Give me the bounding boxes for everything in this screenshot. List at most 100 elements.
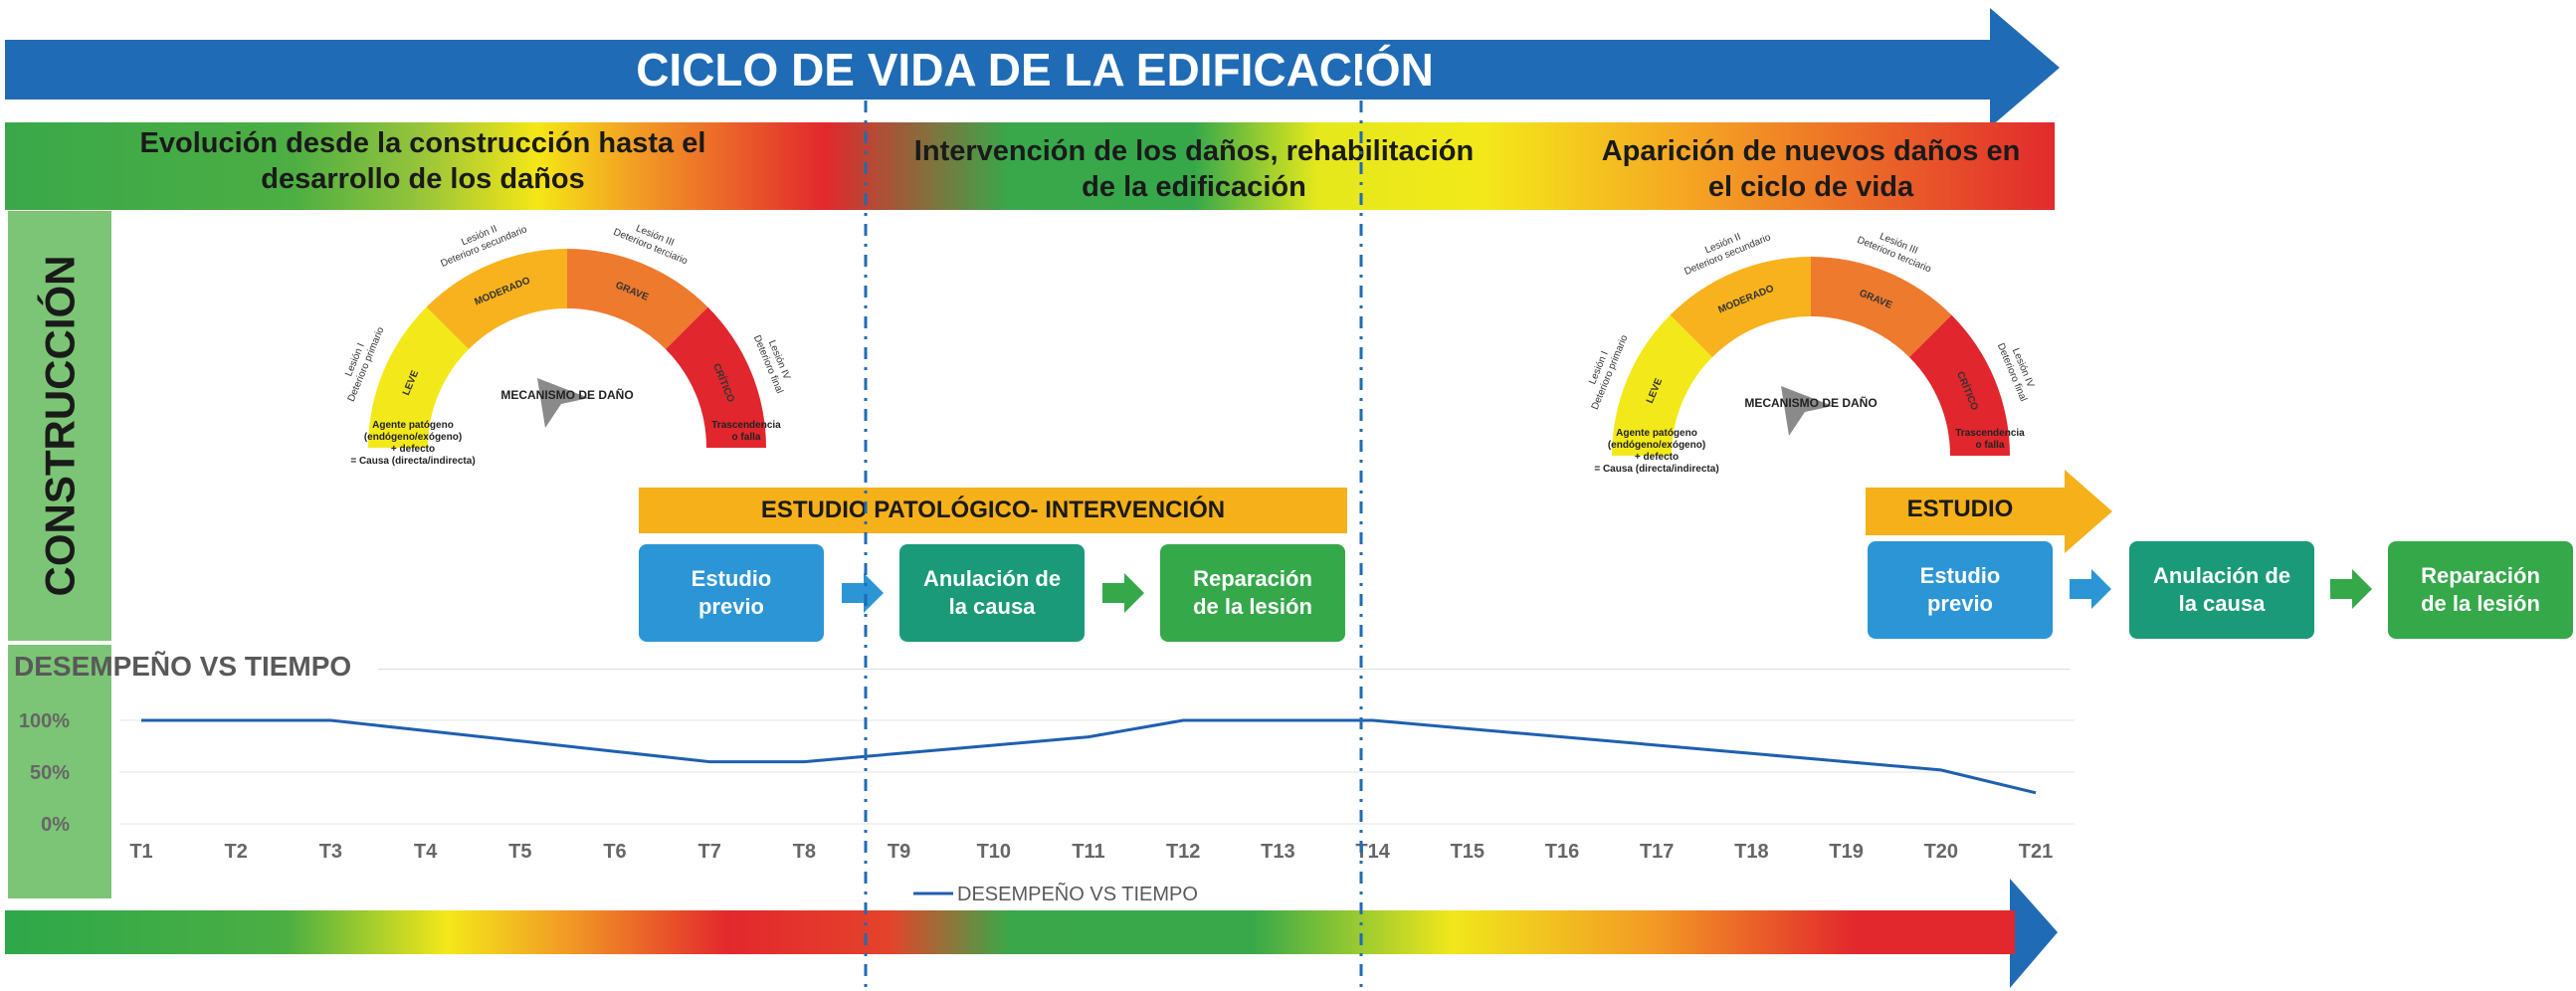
phase-label-2: Intervención de los daños, rehabilitació… — [856, 133, 1532, 205]
cause-line-3: + defecto — [390, 444, 436, 455]
x-tick-label: T14 — [1355, 841, 1390, 863]
top-arrow — [5, 8, 2060, 127]
step-line-1: Estudio — [691, 566, 772, 591]
x-tick-label: T16 — [1545, 841, 1579, 863]
page-title: CICLO DE VIDA DE LA EDIFICACIÓN — [636, 44, 1434, 96]
y-tick-label: 0% — [41, 814, 70, 836]
gauge-right-center-label: MECANISMO DE DAÑO — [1744, 396, 1878, 410]
cause-line-3: + defecto — [1634, 452, 1680, 463]
legend-label: DESEMPEÑO VS TIEMPO — [957, 882, 1198, 905]
cause-line-4: = Causa (directa/indirecta) — [1594, 464, 1719, 475]
failure-line-2: o falla — [1975, 440, 2005, 451]
gauge-left-cause-caption: Agente patógeno (endógeno/exógeno) + def… — [333, 420, 493, 468]
gauge-needle — [1781, 386, 1833, 436]
banner-estudio-text: ESTUDIO — [1906, 496, 2014, 522]
phase-2-line-2: de la edificación — [1082, 171, 1306, 203]
x-tick-label: T18 — [1734, 841, 1768, 863]
failure-line-2: o falla — [731, 432, 761, 443]
gauge-segment-2 — [426, 249, 567, 350]
gauge-left-center-label: MECANISMO DE DAÑO — [500, 388, 634, 402]
x-tick-label: T4 — [414, 841, 438, 863]
x-tick-label: T15 — [1451, 841, 1485, 863]
x-tick-label: T10 — [977, 841, 1011, 863]
x-tick-label: T1 — [129, 841, 152, 863]
x-tick-label: T8 — [793, 841, 816, 863]
step-anulacion-causa-1[interactable]: Anulación de la causa — [899, 544, 1085, 642]
gauge-segment-4 — [665, 306, 766, 448]
step-line-1: Anulación de — [922, 566, 1062, 591]
x-tick-label: T13 — [1261, 841, 1294, 863]
step-line-2: previo — [1926, 591, 1993, 616]
x-tick-label: T5 — [508, 841, 531, 863]
phase-3-line-2: el ciclo de vida — [1707, 171, 1914, 203]
x-tick-label: T7 — [698, 841, 721, 863]
gauge-segment-2 — [1670, 257, 1811, 358]
bottom-arrow — [5, 879, 2058, 988]
gauge-left-failure-caption: Trascendencia o falla — [696, 420, 796, 444]
phase-1-line-1: Evolución desde la construcción hasta el — [139, 127, 706, 159]
chart-title: DESEMPEÑO VS TIEMPO — [14, 651, 352, 682]
failure-line-1: Trascendencia — [1955, 428, 2025, 439]
step-line-2: previo — [697, 594, 764, 619]
cause-line-4: = Causa (directa/indirecta) — [350, 456, 476, 467]
gauge-segment-3 — [1811, 257, 1952, 358]
x-tick-label: T12 — [1166, 841, 1200, 863]
side-bar-bottom — [8, 645, 111, 898]
failure-line-1: Trascendencia — [711, 420, 781, 431]
chart-title-rule — [378, 669, 2070, 670]
step-line-2: la causa — [2178, 591, 2266, 616]
x-tick-label: T21 — [2019, 841, 2053, 863]
x-tick-label: T6 — [603, 841, 626, 863]
x-tick-label: T11 — [1072, 841, 1104, 863]
gauge-segment-1 — [368, 306, 470, 448]
step-line-2: de la lesión — [1193, 594, 1312, 619]
gauge-right-failure-caption: Trascendencia o falla — [1940, 428, 2040, 452]
gauge-segment-4 — [1908, 314, 2010, 456]
cause-line-1: Agente patógeno — [372, 420, 454, 431]
x-tick-label: T20 — [1924, 841, 1958, 863]
step-line-2: de la lesión — [2421, 591, 2540, 616]
cause-line-2: (endógeno/exógeno) — [363, 432, 463, 443]
phase-3-line-1: Aparición de nuevos daños en — [1601, 135, 2021, 167]
step-estudio-previo-1[interactable]: Estudio previo — [639, 544, 824, 642]
phase-bar — [5, 122, 2055, 210]
cause-line-2: (endógeno/exógeno) — [1607, 440, 1706, 451]
step-reparacion-lesion-1[interactable]: Reparación de la lesión — [1160, 544, 1345, 642]
y-tick-label: 100% — [19, 710, 70, 732]
side-bar-top — [8, 211, 111, 641]
y-tick-label: 50% — [30, 762, 70, 784]
banner-estudio-arrow — [1866, 470, 2112, 553]
x-tick-label: T9 — [888, 841, 910, 863]
banner-estudio-patologico: ESTUDIO PATOLÓGICO- INTERVENCIÓN — [639, 488, 1347, 533]
x-tick-label: T17 — [1640, 841, 1674, 863]
arrow-right-icon — [842, 573, 884, 613]
arrow-right-icon — [2330, 569, 2372, 609]
phase-2-line-1: Intervención de los daños, rehabilitació… — [913, 135, 1475, 167]
step-line-1: Anulación de — [2152, 563, 2291, 588]
x-tick-label: T3 — [319, 841, 342, 863]
gauge-segment-3 — [567, 249, 708, 350]
step-line-1: Reparación — [2421, 563, 2540, 588]
arrow-right-icon — [2070, 569, 2111, 609]
x-tick-label: T2 — [225, 841, 248, 863]
gauge-right-cause-caption: Agente patógeno (endógeno/exógeno) + def… — [1577, 428, 1736, 476]
step-reparacion-lesion-2[interactable]: Reparación de la lesión — [2388, 541, 2573, 639]
x-tick-label: T19 — [1829, 841, 1863, 863]
step-line-2: la causa — [948, 594, 1036, 619]
step-estudio-previo-2[interactable]: Estudio previo — [1868, 541, 2053, 639]
phase-label-3: Aparición de nuevos daños en el ciclo de… — [1552, 133, 2070, 205]
banner-estudio-patologico-text: ESTUDIO PATOLÓGICO- INTERVENCIÓN — [760, 496, 1226, 523]
performance-chart: 100% 50% 0% T1 T2 T3 T4 T5 T6 T7 T8 T9 T10 T11 T12 T13 T… — [19, 710, 2075, 905]
phase-1-line-2: desarrollo de los daños — [261, 163, 585, 195]
step-line-1: Reparación — [1193, 566, 1312, 591]
step-line-1: Estudio — [1919, 563, 2001, 588]
cause-line-1: Agente patógeno — [1616, 428, 1697, 439]
step-anulacion-causa-2[interactable]: Anulación de la causa — [2129, 541, 2314, 639]
arrow-right-icon — [1102, 573, 1144, 613]
phase-label-1: Evolución desde la construcción hasta el… — [70, 125, 776, 197]
gauge-needle — [537, 378, 589, 428]
gauge-segment-1 — [1612, 314, 1713, 456]
